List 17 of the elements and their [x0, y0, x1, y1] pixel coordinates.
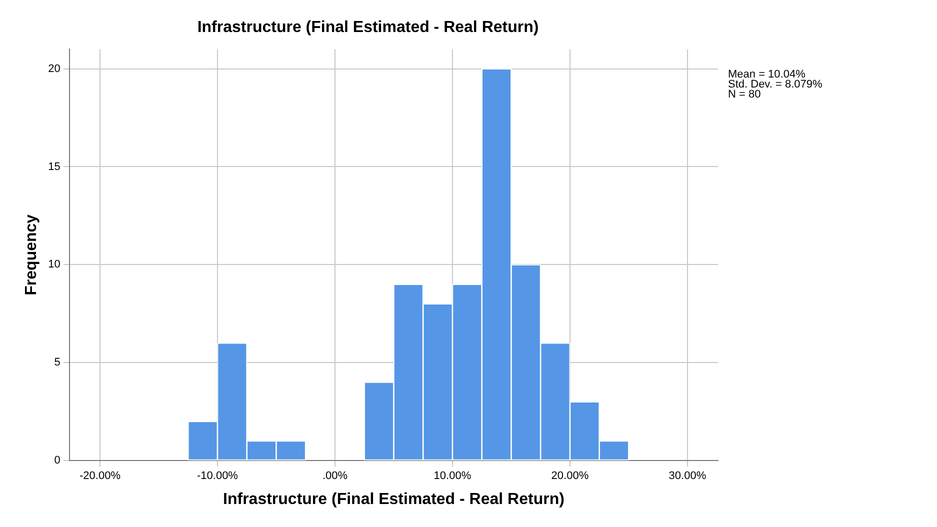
chart-title: Infrastructure (Final Estimated - Real Return) — [197, 19, 539, 36]
x-tick-label: -20.00% — [79, 470, 121, 482]
x-tick-label: 30.00% — [668, 470, 706, 482]
x-tick-label: -10.00% — [196, 470, 238, 482]
text: Mean = 10.04% — [728, 68, 806, 81]
y-tick-label: 15 — [48, 160, 60, 173]
text: N = 80 — [728, 88, 761, 101]
y-tick-label: 0 — [54, 454, 60, 467]
y-tick-label: 5 — [54, 356, 60, 369]
y-tick-label: 10 — [48, 258, 60, 271]
y-axis-title: Frequency — [23, 214, 40, 296]
x-tick-label: .00% — [322, 470, 348, 482]
text: Std. Dev. = 8.079% — [728, 78, 822, 91]
x-tick-label: 10.00% — [434, 470, 472, 482]
y-tick-label: 20 — [48, 62, 60, 75]
x-tick-label: 20.00% — [551, 470, 589, 482]
x-axis-title: Infrastructure (Final Estimated - Real Return) — [223, 490, 564, 508]
